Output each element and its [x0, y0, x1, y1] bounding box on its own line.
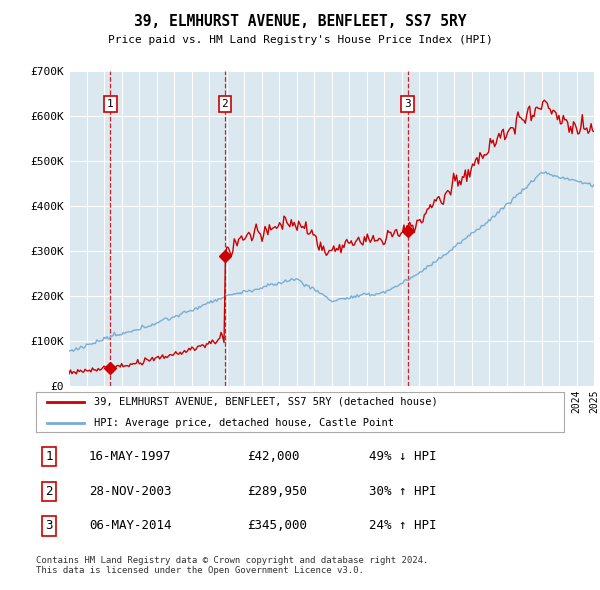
Text: 2: 2	[46, 485, 53, 498]
Text: 28-NOV-2003: 28-NOV-2003	[89, 485, 172, 498]
Text: HPI: Average price, detached house, Castle Point: HPI: Average price, detached house, Cast…	[94, 418, 394, 428]
Text: 1: 1	[107, 99, 114, 109]
Text: £42,000: £42,000	[247, 450, 300, 463]
Text: 49% ↓ HPI: 49% ↓ HPI	[368, 450, 436, 463]
Text: 3: 3	[404, 99, 411, 109]
Text: 1: 1	[46, 450, 53, 463]
Text: 3: 3	[46, 520, 53, 533]
Text: £345,000: £345,000	[247, 520, 307, 533]
Text: 16-MAY-1997: 16-MAY-1997	[89, 450, 172, 463]
Text: £289,950: £289,950	[247, 485, 307, 498]
Text: 24% ↑ HPI: 24% ↑ HPI	[368, 520, 436, 533]
Text: 2: 2	[221, 99, 229, 109]
Text: Price paid vs. HM Land Registry's House Price Index (HPI): Price paid vs. HM Land Registry's House …	[107, 35, 493, 44]
Text: 30% ↑ HPI: 30% ↑ HPI	[368, 485, 436, 498]
Text: 06-MAY-2014: 06-MAY-2014	[89, 520, 172, 533]
Text: 39, ELMHURST AVENUE, BENFLEET, SS7 5RY (detached house): 39, ELMHURST AVENUE, BENFLEET, SS7 5RY (…	[94, 397, 438, 407]
Text: 39, ELMHURST AVENUE, BENFLEET, SS7 5RY: 39, ELMHURST AVENUE, BENFLEET, SS7 5RY	[134, 14, 466, 29]
Text: Contains HM Land Registry data © Crown copyright and database right 2024.
This d: Contains HM Land Registry data © Crown c…	[36, 556, 428, 575]
